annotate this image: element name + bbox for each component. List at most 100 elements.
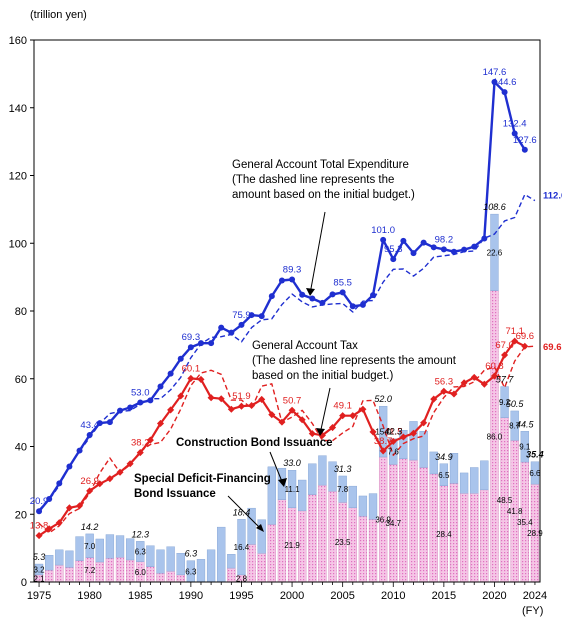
deficit-bond-bar (105, 558, 115, 583)
construction-bond-bar (419, 431, 428, 468)
tax-point (237, 402, 245, 410)
tax-point (450, 390, 458, 398)
bond-total-label: 18.4 (233, 507, 251, 517)
tax-point (65, 504, 73, 512)
deficit-bond-bar (267, 524, 276, 583)
bond-total-label: 14.2 (81, 522, 99, 532)
y-tick-label: 120 (9, 171, 27, 183)
construction-bond-bar (409, 421, 418, 461)
deficit-value-label: 41.8 (507, 507, 523, 516)
expenditure-point (278, 277, 285, 284)
expenditure-point (157, 383, 164, 390)
construction-value-label: 6.6 (529, 469, 541, 478)
deficit-value-label: 86.0 (487, 432, 503, 441)
tax-point (76, 502, 84, 510)
tax-point (96, 480, 104, 488)
lines-layer (35, 79, 536, 540)
deficit-bond-bar (55, 564, 64, 583)
tax-point (369, 428, 377, 436)
deficit-bond-bar (470, 493, 479, 583)
annotations-layer: General Account Total Expenditure (The da… (134, 159, 457, 532)
bond-total-label: 33.0 (283, 458, 301, 468)
expenditure-point (46, 496, 53, 503)
expenditure-initial-end-label: 112.6 (543, 191, 562, 202)
construction-annotation-arrowhead (278, 478, 287, 487)
tax-point (35, 532, 43, 540)
y-tick-label: 80 (15, 306, 27, 318)
construction-bond-bar (298, 479, 307, 512)
deficit-bond-bar (358, 516, 368, 583)
deficit-bond-bar (308, 494, 317, 583)
construction-bond-bar (348, 485, 357, 509)
tax-annotation-line: based on the initial budget.) (252, 370, 393, 382)
expenditure-value-label: 144.6 (493, 77, 517, 88)
expenditure-annotation-line: (The dashed line represents the (232, 174, 394, 186)
y-tick-label: 60 (15, 374, 27, 386)
expenditure-point (481, 235, 488, 242)
expenditure-point (370, 292, 377, 299)
deficit-bond-bar (65, 567, 74, 583)
deficit-bond-bar (328, 491, 337, 583)
tax-point (278, 418, 286, 426)
x-tick-label: 1975 (27, 590, 51, 602)
expenditure-point (511, 130, 518, 137)
construction-annotation-arrow (269, 451, 284, 485)
expenditure-value-label: 147.6 (483, 67, 507, 78)
construction-value-label: 3.2 (33, 565, 45, 574)
y-tick-label: 0 (21, 577, 27, 589)
construction-bond-bar (439, 463, 449, 486)
construction-value-label: 7.6 (388, 448, 400, 457)
construction-value-label: 11.1 (285, 485, 301, 494)
tax-value-label: 26.9 (80, 476, 99, 487)
expenditure-point (197, 340, 204, 347)
expenditure-point (349, 303, 356, 310)
construction-value-label: 16.4 (234, 543, 250, 552)
tax-value-label: 13.8 (30, 521, 49, 532)
tax-point (379, 447, 387, 455)
tax-annotation-arrow (319, 387, 331, 435)
expenditure-value-label: 69.3 (182, 332, 201, 343)
construction-bond-bar (115, 535, 125, 558)
expenditure-point (228, 329, 235, 336)
bond-total-label: 50.5 (506, 399, 525, 409)
deficit-annotation-arrow (227, 495, 263, 531)
x-axis-label: (FY) (522, 605, 543, 617)
deficit-bond-bar (45, 569, 54, 583)
expenditure-point (420, 239, 427, 246)
expenditure-point (248, 312, 255, 319)
tax-point (45, 525, 53, 533)
construction-bond-bar (530, 461, 540, 485)
tax-initial-end-label: 69.6 (543, 342, 562, 353)
tax-point (248, 401, 256, 410)
deficit-value-label: 28.9 (527, 529, 543, 538)
deficit-bond-bar (419, 467, 428, 583)
tax-value-label: 38.2 (131, 438, 150, 449)
x-tick-label: 2020 (482, 590, 506, 602)
expenditure-point (440, 246, 447, 253)
deficit-annotation-line: Bond Issuance (134, 488, 216, 500)
deficit-bond-bar (156, 572, 165, 583)
construction-value-label: 9.1 (519, 443, 531, 452)
expenditure-value-label: 98.2 (435, 234, 454, 245)
deficit-value-label: 2.1 (33, 574, 45, 583)
expenditure-point (521, 146, 528, 153)
construction-bond-bar (520, 431, 529, 463)
deficit-value-label: 7.2 (84, 566, 96, 575)
tax-point (521, 342, 529, 350)
expenditure-point (167, 370, 174, 377)
expenditure-point (36, 508, 43, 515)
construction-bond-bar (257, 519, 266, 554)
construction-bond-bar (378, 405, 388, 458)
tax-point (288, 406, 296, 414)
construction-bond-bar (459, 472, 469, 494)
expenditure-value-label: 95.3 (384, 244, 403, 255)
tax-point (106, 475, 114, 483)
bond-total-label: 42.3 (384, 427, 402, 437)
tax-point (258, 395, 266, 403)
bond-total-label: 34.9 (435, 452, 453, 462)
bond-total-label: 44.5 (516, 419, 535, 429)
tax-value-label: 60.1 (182, 363, 201, 374)
deficit-bond-bar (429, 473, 438, 583)
construction-value-label: 22.6 (487, 248, 503, 257)
